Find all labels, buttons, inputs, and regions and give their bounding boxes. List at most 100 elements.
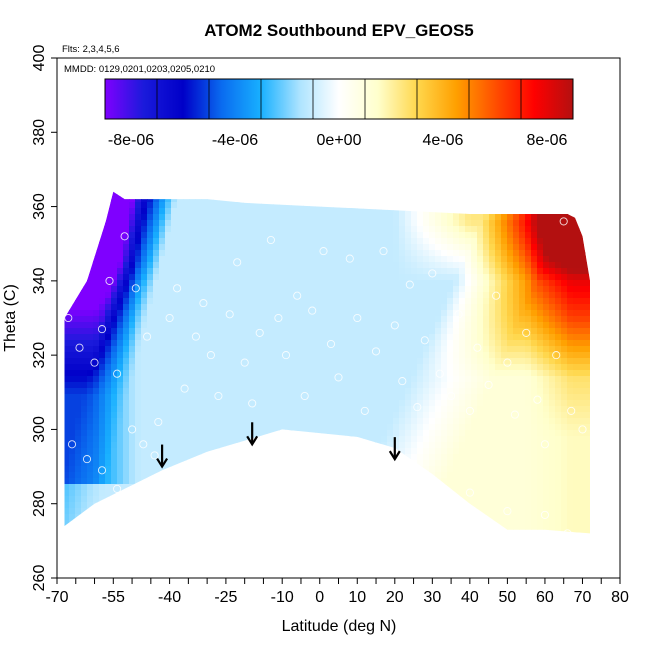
observation-marker <box>308 306 317 315</box>
y-tick-label: 320 <box>31 342 48 369</box>
observation-marker <box>154 417 163 427</box>
observation-marker <box>503 507 512 516</box>
observation-marker <box>428 477 437 486</box>
observation-marker <box>67 291 77 300</box>
colorbar-tick-label: 4e-06 <box>423 132 464 149</box>
observation-marker <box>191 332 200 341</box>
arrow-marker <box>246 422 259 447</box>
x-tick-label: 60 <box>536 589 554 606</box>
observation-marker <box>248 399 257 408</box>
observation-marker <box>319 247 328 256</box>
x-tick-label: -10 <box>271 589 294 606</box>
observation-marker <box>334 373 343 382</box>
observation-marker <box>465 406 474 415</box>
observation-marker <box>492 291 501 300</box>
observation-marker <box>266 235 275 245</box>
observation-marker <box>180 384 189 393</box>
x-tick-label: -55 <box>102 589 125 606</box>
observation-marker <box>447 391 456 401</box>
colorbar: -8e-06 -4e-06 0e+00 4e-06 8e-06 <box>104 78 574 149</box>
observation-marker <box>67 440 77 449</box>
colorbar-gradient <box>104 78 574 120</box>
y-axis-label: Theta (C) <box>2 284 19 352</box>
observation-marker <box>233 258 242 267</box>
observation-marker <box>97 466 107 475</box>
observation-marker <box>435 369 444 378</box>
colorbar-tick-label: -8e-06 <box>108 132 154 149</box>
colorbar-tick-label: 0e+00 <box>317 132 362 149</box>
observation-marker <box>128 425 137 434</box>
observation-marker <box>113 369 122 378</box>
observation-marker <box>510 410 519 419</box>
observation-marker <box>255 328 264 337</box>
observation-marker <box>533 395 542 404</box>
y-tick-label: 300 <box>31 416 48 443</box>
observation-marker <box>143 332 152 341</box>
observation-marker <box>503 358 512 367</box>
observation-marker <box>82 455 92 464</box>
observation-marker <box>578 425 587 434</box>
x-tick-label: 70 <box>574 589 592 606</box>
epv-field <box>64 191 590 534</box>
x-tick-label: 30 <box>423 589 441 606</box>
observation-marker <box>326 339 336 349</box>
observation-marker <box>473 343 482 352</box>
observation-marker <box>120 232 129 241</box>
observation-marker <box>390 321 399 330</box>
arrow-marker <box>388 437 401 462</box>
observation-marker <box>420 336 429 345</box>
observation-marker <box>484 380 493 389</box>
observation-marker <box>139 440 148 449</box>
x-tick-label: 50 <box>499 589 517 606</box>
observation-marker <box>398 377 407 386</box>
observation-marker <box>559 217 568 226</box>
observation-marker <box>150 451 159 460</box>
observation-marker <box>199 299 208 308</box>
observation-marker <box>225 310 234 319</box>
observation-marker <box>75 343 84 352</box>
observation-marker <box>454 310 463 319</box>
observation-marker <box>214 391 223 401</box>
observation-marker <box>360 406 369 415</box>
observation-marker <box>552 351 561 360</box>
observation-marker <box>540 440 549 449</box>
observation-marker <box>64 313 73 323</box>
observation-marker <box>105 276 114 285</box>
colorbar-tick-label: -4e-06 <box>212 132 258 149</box>
observation-marker <box>206 351 215 360</box>
x-tick-label: 10 <box>348 589 366 606</box>
x-tick-label: 80 <box>611 589 629 606</box>
x-tick-label: -40 <box>158 589 181 606</box>
observation-marker <box>379 247 388 256</box>
x-tick-label: 40 <box>461 589 479 606</box>
observation-marker <box>563 529 572 538</box>
observation-marker <box>113 484 122 493</box>
y-tick-label: 400 <box>31 45 48 72</box>
observation-marker <box>274 313 283 323</box>
dates-note: MMDD: 0129,0201,0203,0205,0210 <box>64 64 215 75</box>
arrow-markers <box>156 422 401 469</box>
observation-markers <box>64 217 587 538</box>
y-axis: 260 280 300 320 340 360 380 400 <box>31 45 57 591</box>
observation-marker <box>345 254 354 263</box>
y-tick-label: 340 <box>31 267 48 294</box>
arrow-marker <box>156 444 169 469</box>
observation-marker <box>540 510 549 519</box>
flights-note: Flts: 2,3,4,5,6 <box>62 44 120 55</box>
y-tick-label: 380 <box>31 119 48 146</box>
observation-marker <box>371 347 381 356</box>
chart-title: ATOM2 Southbound EPV_GEOS5 <box>204 21 474 40</box>
x-axis: -70 -55 -40 -25 -10 0 10 20 30 40 50 60 70 80 <box>45 578 629 606</box>
observation-marker <box>240 358 249 367</box>
observation-marker <box>465 488 474 497</box>
x-tick-label: 20 <box>386 589 404 606</box>
x-axis-label: Latitude (deg N) <box>282 618 397 635</box>
observation-marker <box>90 358 99 367</box>
observation-marker <box>522 328 531 337</box>
observation-marker <box>97 325 107 334</box>
y-tick-label: 360 <box>31 193 48 220</box>
observation-marker <box>293 291 302 300</box>
observation-marker <box>567 406 576 415</box>
observation-marker <box>281 351 291 360</box>
